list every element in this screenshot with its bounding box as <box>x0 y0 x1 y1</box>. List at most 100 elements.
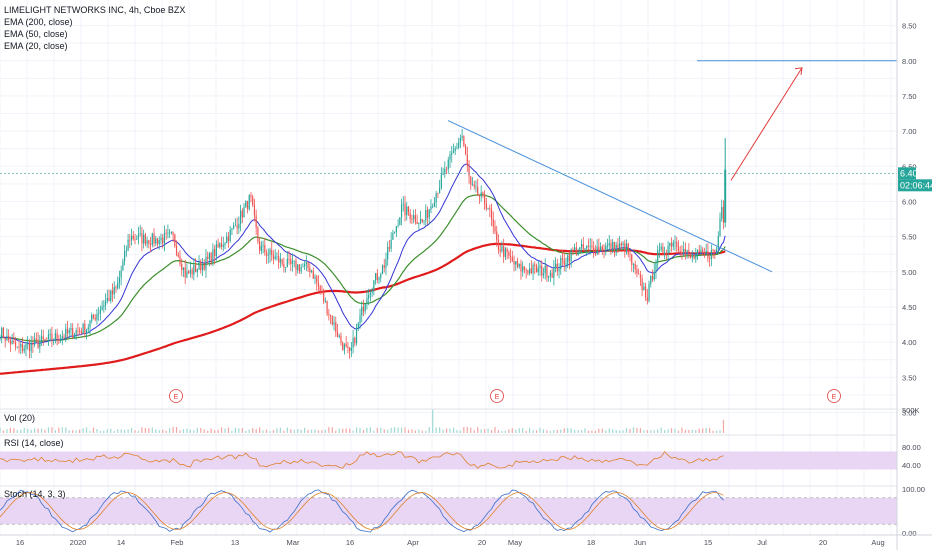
candle-body <box>392 232 394 240</box>
candle-body <box>314 276 316 279</box>
legend-ema-20[interactable]: EMA (20, close) <box>4 41 68 51</box>
candle-body <box>681 252 683 254</box>
candle-body <box>6 335 8 341</box>
price-badge-value: 6.40 <box>900 168 918 178</box>
candle-body <box>388 247 391 249</box>
volume-bar <box>158 430 160 433</box>
stochastic-pane <box>0 485 932 533</box>
candle-body <box>698 250 700 253</box>
candle-body <box>182 267 185 271</box>
volume-bar <box>411 429 413 433</box>
candle-body <box>269 249 271 255</box>
candle-body <box>629 253 631 255</box>
candle-body <box>28 343 31 352</box>
candle-body <box>56 333 58 340</box>
candle-body <box>553 268 555 278</box>
candle-body <box>409 212 411 219</box>
volume-bar <box>144 427 146 433</box>
earnings-icon[interactable] <box>169 389 183 403</box>
candle-body <box>593 247 595 254</box>
volume-bar <box>130 428 133 433</box>
volume-bar <box>362 429 365 433</box>
candle-body <box>715 250 718 253</box>
candle-body <box>193 265 195 275</box>
volume-bar <box>127 429 129 433</box>
candle-body <box>494 226 496 232</box>
volume-bar <box>304 427 306 433</box>
rsi-pane <box>0 434 932 470</box>
earnings-icon[interactable] <box>490 389 504 403</box>
price-axis[interactable]: 8.50 8.00 7.50 7.00 6.50 6.00 5.50 5.00 4.50 4.00… <box>896 0 932 550</box>
candle-body <box>229 229 231 241</box>
candle-body <box>350 347 352 351</box>
candle-body <box>615 244 617 253</box>
candle-body <box>14 342 17 347</box>
candle-body <box>572 249 574 251</box>
candle-body <box>70 327 72 331</box>
candle-body <box>565 263 567 265</box>
volume-bar <box>560 429 562 433</box>
volume-bar <box>186 428 188 433</box>
volume-bar <box>89 430 91 433</box>
projection-arrow[interactable] <box>730 67 803 181</box>
candle-body <box>39 342 41 348</box>
volume-bar <box>366 427 368 433</box>
candle-body <box>1 328 3 338</box>
time-tick-label: Jun <box>634 538 646 547</box>
volume-bar <box>705 427 707 433</box>
legend-ema-50[interactable]: EMA (50, close) <box>4 29 68 39</box>
volume-bar <box>110 428 112 433</box>
candle-body <box>433 202 436 207</box>
candle-body <box>253 204 256 216</box>
descending-trendline[interactable] <box>447 120 773 273</box>
candle-body <box>196 269 198 273</box>
rsi-label[interactable]: RSI (14, close) <box>4 438 64 448</box>
candle-body <box>624 243 626 253</box>
candle-body <box>418 222 420 225</box>
candle-body <box>587 245 590 247</box>
candle-body <box>394 232 396 233</box>
volume-bar <box>473 430 475 433</box>
time-axis[interactable]: 16 2020 14 Feb 13 Mar 16 Apr 20 May 18 Jun 15 Jul 20 Au… <box>0 534 932 547</box>
volume-bar <box>355 427 358 433</box>
candle-body <box>724 169 727 223</box>
stoch-label[interactable]: Stoch (14, 3, 3) <box>4 489 66 499</box>
volume-bar <box>515 429 517 433</box>
candle-body <box>295 260 297 271</box>
candle-body <box>674 242 676 243</box>
volume-bar <box>449 428 451 433</box>
candle-body <box>179 256 181 264</box>
candle-body <box>601 246 603 251</box>
volume-bar <box>141 427 143 433</box>
volume-bar <box>99 430 101 433</box>
volume-label[interactable]: Vol (20) <box>4 413 36 423</box>
volume-bar <box>380 427 382 433</box>
volume-bar <box>594 430 596 433</box>
candle-body <box>111 290 114 295</box>
candle-body <box>437 193 439 195</box>
candle-body <box>395 226 397 233</box>
volume-bar <box>674 428 676 433</box>
candle-body <box>324 300 326 302</box>
candle-body <box>530 268 532 274</box>
price-tick-label: 6.50 <box>902 162 917 171</box>
volume-bar <box>34 428 36 433</box>
earnings-icon[interactable] <box>827 389 841 403</box>
volume-bar <box>2 430 5 433</box>
candle-body <box>527 270 529 274</box>
volume-bar <box>522 428 524 433</box>
volume-bar <box>113 430 115 433</box>
candle-body <box>130 235 133 240</box>
candle-body <box>644 286 647 298</box>
legend-ema-200[interactable]: EMA (200, close) <box>4 17 73 27</box>
volume-bar <box>276 428 278 433</box>
symbol-title[interactable]: LIMELIGHT NETWORKS INC, 4h, Cboe BZX <box>4 5 186 15</box>
volume-bar <box>574 429 576 433</box>
price-tick-label: 3.00 <box>902 408 917 417</box>
volume-bar <box>169 428 171 433</box>
volume-bar <box>252 427 254 433</box>
time-tick-label: 16 <box>16 538 24 547</box>
